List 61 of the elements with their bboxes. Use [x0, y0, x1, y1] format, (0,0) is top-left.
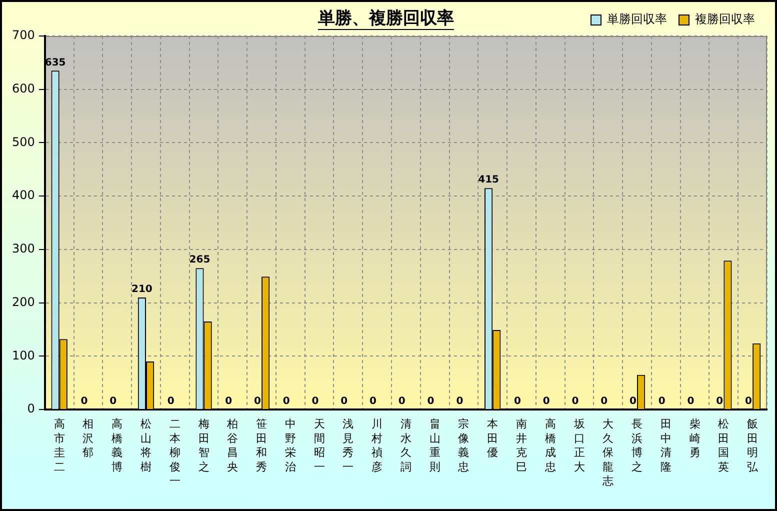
- x-tick-label: 南井克巳: [516, 418, 527, 474]
- data-label: 0: [80, 396, 88, 408]
- x-tick-label: 坂口正大: [572, 418, 585, 474]
- data-label: 0: [572, 396, 579, 408]
- data-label: 0: [340, 396, 348, 408]
- y-tick-label: 300: [12, 242, 35, 256]
- data-label: 0: [254, 396, 262, 408]
- data-label: 635: [44, 57, 66, 68]
- x-tick-label: 柴崎勇: [689, 418, 700, 460]
- x-tick-label: 相沢郁: [82, 418, 94, 460]
- x-tick-label: 浅見秀一: [342, 418, 354, 474]
- data-label: 0: [514, 396, 521, 408]
- x-tick-label: 高市圭二: [54, 418, 65, 474]
- data-label: 0: [370, 396, 377, 408]
- legend-label: 複勝回収率: [695, 12, 755, 26]
- data-label: 0: [312, 396, 319, 408]
- data-label: 0: [282, 396, 290, 408]
- x-tick-label: 飯田明弘: [747, 418, 760, 474]
- x-tick-label: 中野栄治: [284, 418, 296, 474]
- legend-label: 単勝回収率: [607, 12, 667, 26]
- data-label: 0: [658, 396, 666, 408]
- x-tick-label: 宗像義忠: [457, 418, 470, 474]
- data-label: 210: [132, 284, 152, 296]
- y-tick-label: 200: [12, 294, 35, 309]
- y-tick-label: 600: [12, 81, 35, 96]
- x-tick-label: 本田優: [487, 418, 498, 460]
- data-label: 415: [478, 174, 500, 186]
- x-tick-label: 二本柳俊一: [169, 418, 180, 488]
- x-tick-label: 梅田智之: [197, 418, 210, 474]
- data-label: 265: [189, 254, 210, 266]
- chart-title: 単勝、複勝回収率: [316, 8, 454, 28]
- data-label: 0: [398, 396, 406, 408]
- x-tick-label: 高橋成忠: [544, 418, 556, 474]
- x-tick-label: 柏谷昌央: [226, 418, 238, 474]
- data-label: 0: [745, 396, 752, 408]
- x-tick-label: 高橋義博: [112, 418, 123, 474]
- y-tick-label: 500: [12, 134, 35, 149]
- x-tick-label: 笹田和秀: [256, 418, 268, 474]
- x-tick-label: 大久保龍志: [602, 418, 614, 488]
- data-label: 0: [716, 396, 724, 408]
- x-tick-label: 田中清隆: [660, 418, 672, 474]
- y-tick-label: 700: [12, 28, 35, 42]
- data-label: 0: [542, 396, 550, 408]
- y-tick-label: 100: [12, 348, 35, 362]
- data-label: 0: [456, 396, 464, 408]
- x-tick-label: 天間昭一: [314, 418, 325, 474]
- x-tick-label: 畠山重則: [429, 418, 440, 474]
- x-tick-label: 長浜博之: [632, 418, 643, 474]
- y-tick-label: 0: [27, 402, 35, 416]
- y-tick-label: 400: [12, 188, 35, 202]
- data-label: 0: [687, 396, 694, 408]
- x-tick-label: 川村禎彦: [370, 418, 383, 474]
- data-label: 0: [167, 396, 174, 408]
- data-label: 0: [629, 396, 636, 408]
- x-tick-label: 松田国英: [718, 418, 730, 474]
- data-label: 0: [225, 396, 232, 408]
- x-tick-label: 清水久詞: [400, 418, 412, 474]
- data-label: 0: [600, 396, 608, 408]
- data-label: 0: [110, 396, 117, 408]
- x-tick-label: 松山将樹: [140, 418, 152, 474]
- data-label: 0: [427, 396, 434, 408]
